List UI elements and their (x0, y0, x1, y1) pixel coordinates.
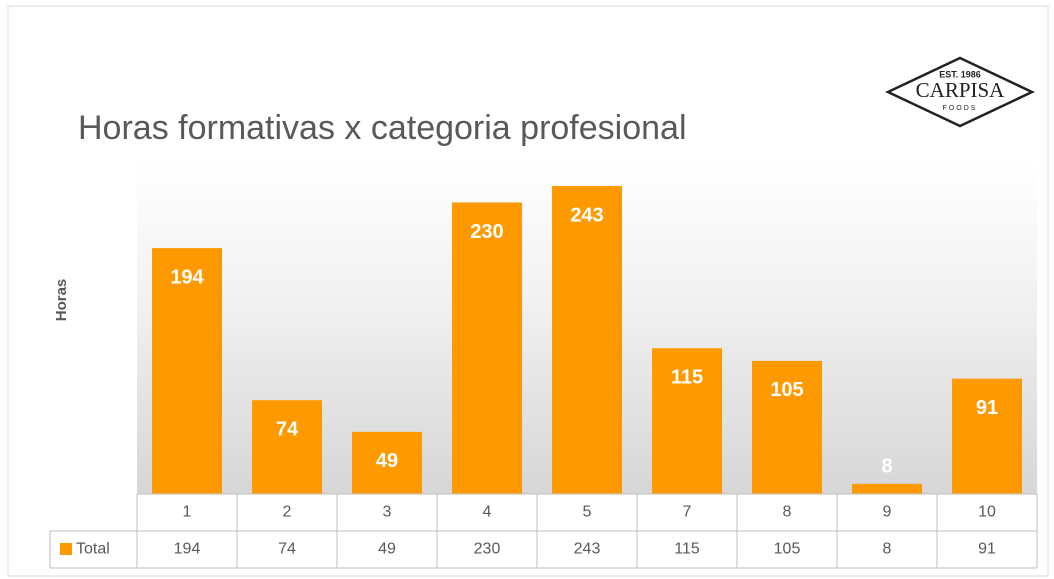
data-label: 243 (570, 204, 603, 226)
table-value: 105 (774, 541, 801, 558)
legend-swatch (60, 543, 72, 555)
x-tick-label: 10 (978, 504, 996, 521)
table-value: 243 (574, 541, 601, 558)
bar (152, 248, 222, 494)
x-tick-label: 3 (383, 504, 392, 521)
logo-est: EST. 1986 (939, 69, 981, 79)
x-tick-label: 8 (783, 504, 792, 521)
logo-name: CARPISA (916, 78, 1006, 102)
bar (552, 186, 622, 494)
table-value: 74 (278, 541, 296, 558)
bar (452, 202, 522, 495)
legend-label: Total (76, 541, 110, 558)
table-value: 115 (674, 541, 700, 558)
x-tick-label: 1 (183, 504, 192, 521)
bar (852, 483, 922, 494)
x-tick-label: 2 (283, 504, 292, 521)
chart-title: Horas formativas x categoria profesional (78, 109, 687, 147)
data-label: 230 (470, 221, 503, 243)
data-label: 105 (770, 379, 803, 401)
data-label: 194 (170, 266, 204, 288)
data-label: 91 (976, 397, 998, 419)
table-value: 8 (883, 541, 892, 558)
data-label: 74 (276, 418, 299, 440)
data-label: 49 (376, 450, 398, 472)
bar (952, 378, 1022, 494)
table-value: 230 (474, 541, 501, 558)
x-tick-label: 4 (483, 504, 492, 521)
x-tick-label: 7 (683, 504, 692, 521)
x-tick-label: 9 (883, 504, 892, 521)
data-label: 115 (671, 367, 703, 389)
x-tick-label: 5 (583, 504, 592, 521)
bar (352, 431, 422, 494)
bar (752, 360, 822, 494)
y-axis-label: Horas (53, 279, 70, 322)
data-label: 8 (881, 455, 892, 477)
table-value: 194 (174, 541, 201, 558)
logo-sub: FOODS (943, 105, 978, 112)
table-value: 49 (378, 541, 396, 558)
bar (652, 348, 722, 494)
table-value: 91 (978, 541, 996, 558)
bar (252, 400, 322, 494)
logo: EST. 1986 CARPISA FOODS (885, 56, 1035, 128)
logo-diamond (885, 56, 1035, 128)
